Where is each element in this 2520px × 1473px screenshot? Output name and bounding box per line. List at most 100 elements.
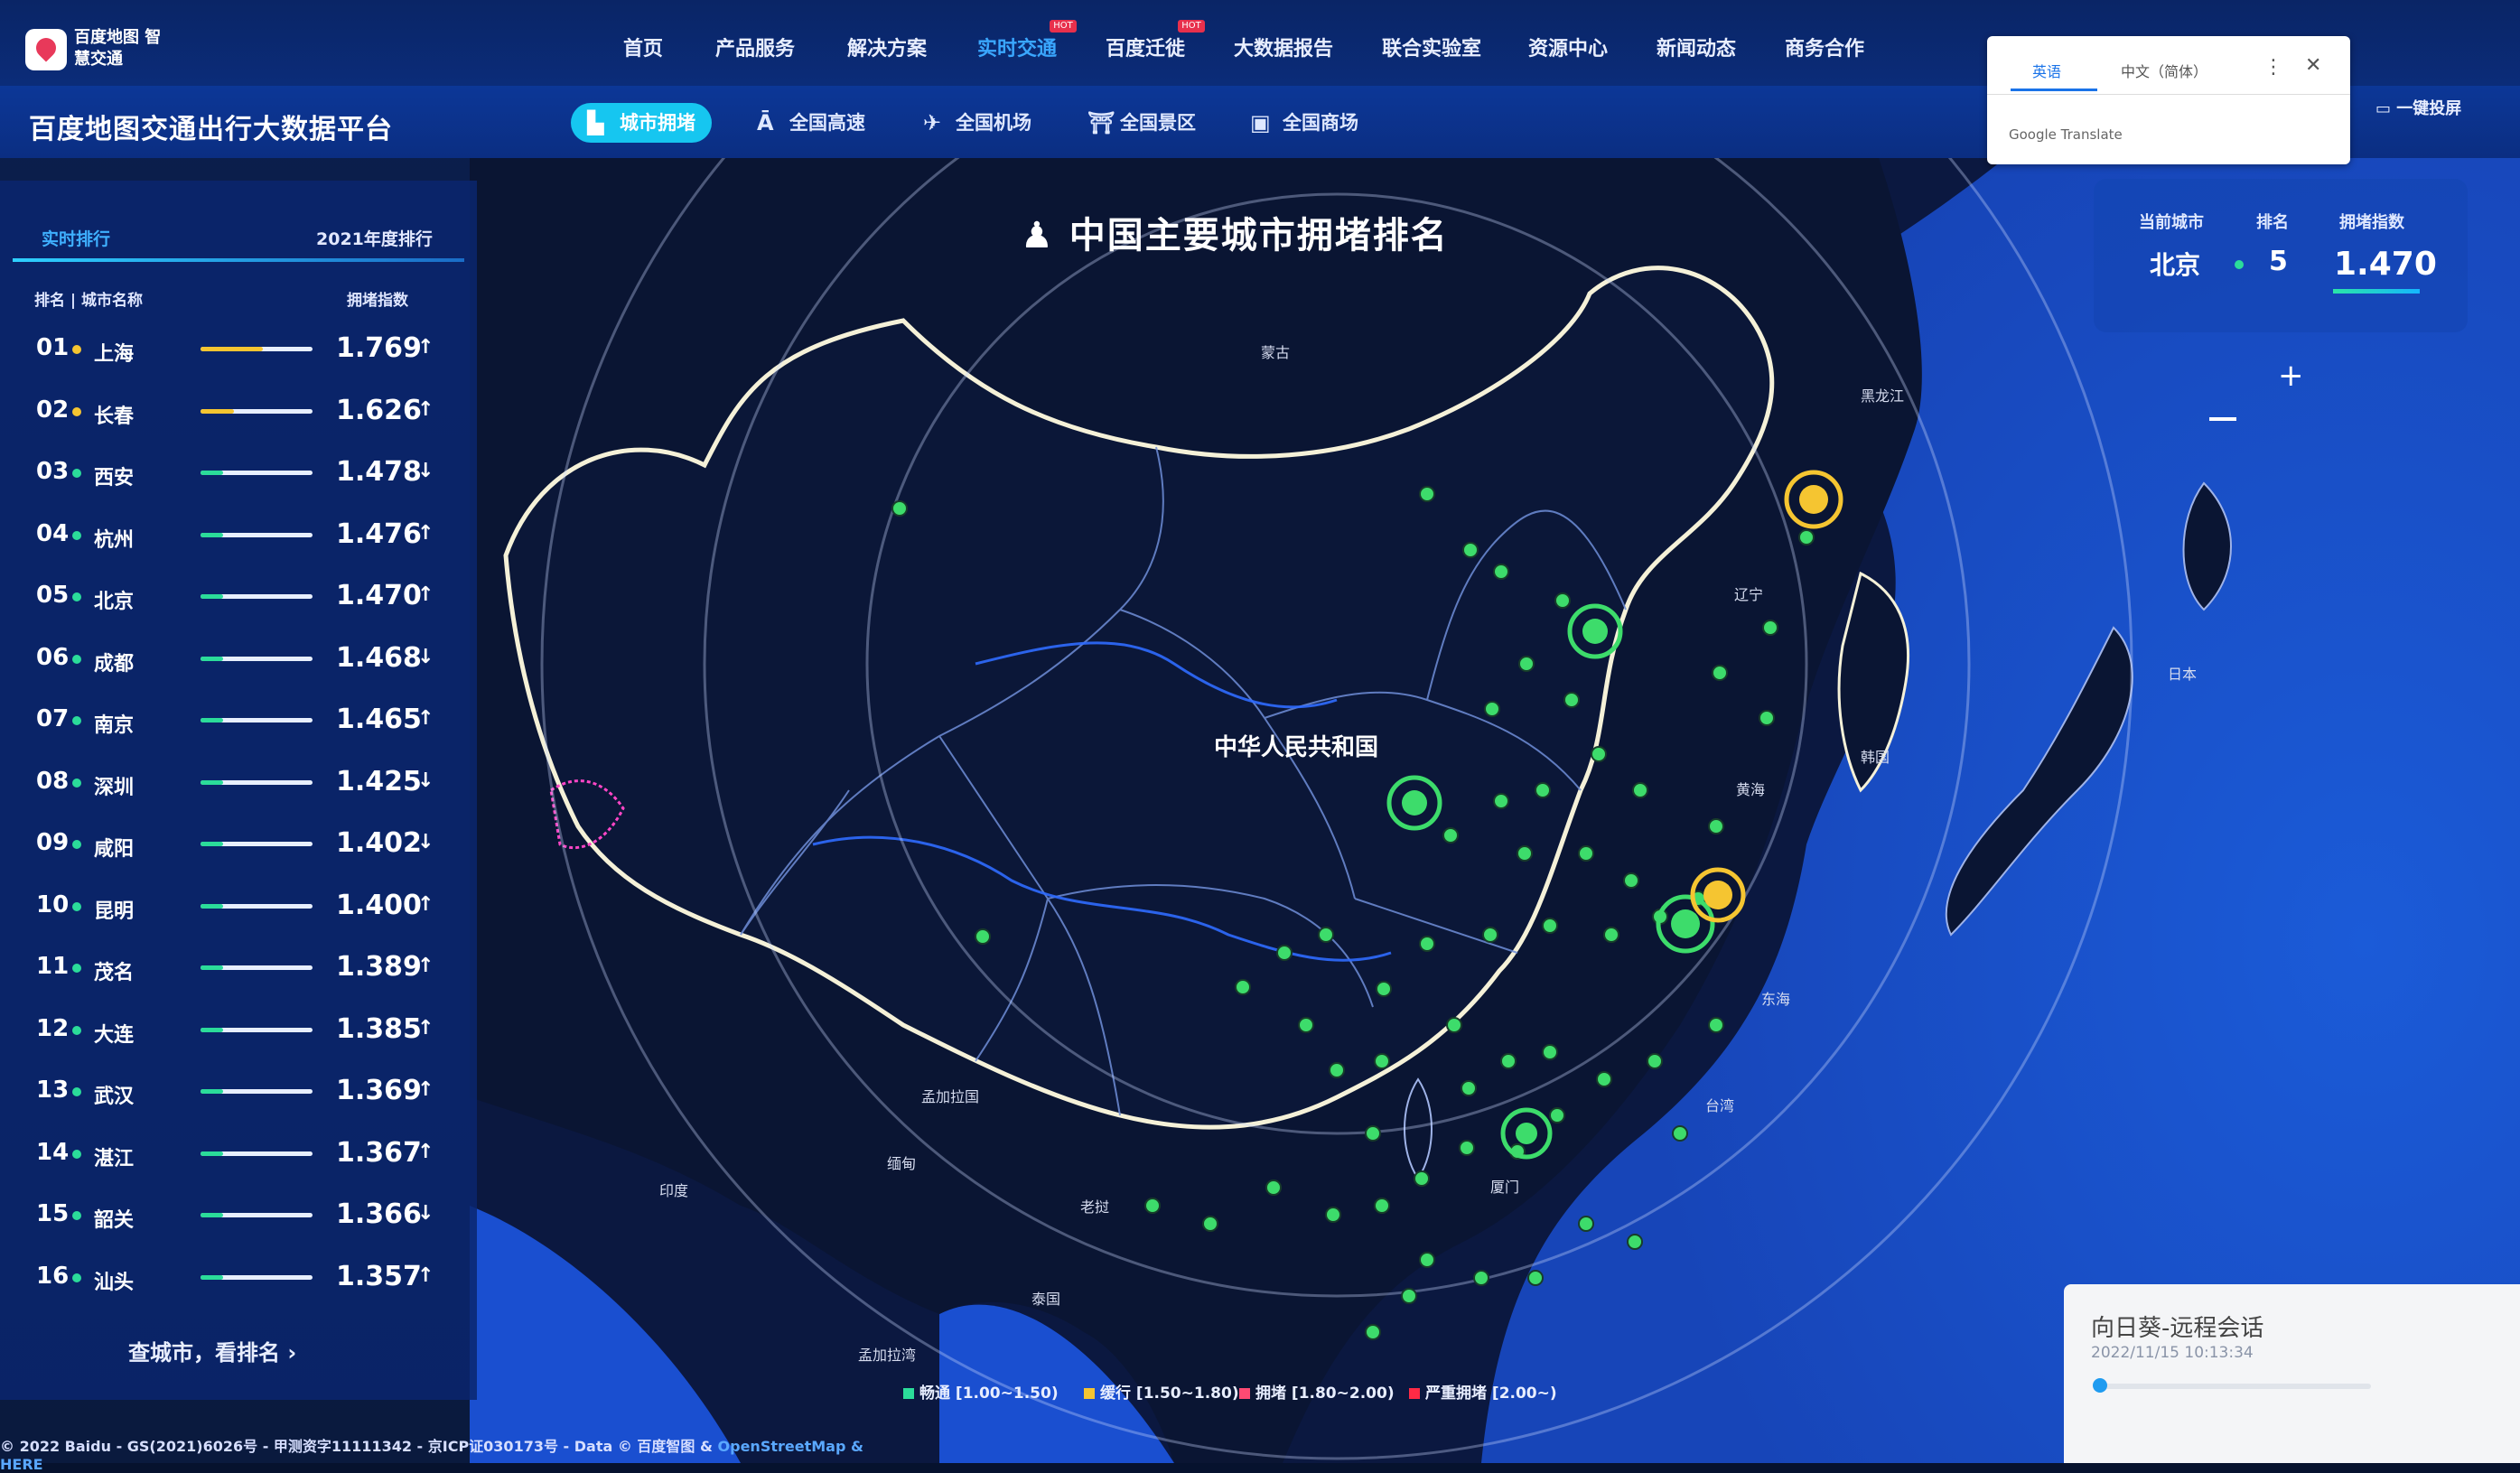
city-dot[interactable] [1482,927,1498,943]
ranking-row[interactable]: 02 长春 1.626 ↑ [0,380,477,442]
city-dot[interactable] [1535,782,1551,798]
translate-tab-chinese[interactable]: 中文（简体） [2121,63,2208,80]
one-click-cast-button[interactable]: ▭ 一键投屏 [2375,96,2461,119]
footer-osm-link[interactable]: OpenStreetMap [717,1438,846,1455]
zoom-in-icon[interactable]: + [2278,358,2304,394]
city-dot[interactable] [1442,827,1459,844]
city-dot[interactable] [1603,927,1619,943]
ranking-row[interactable]: 13 武汉 1.369 ↑ [0,1060,477,1122]
city-dot[interactable] [1265,1179,1282,1196]
city-dot[interactable] [1235,979,1251,995]
ranking-row[interactable]: 12 大连 1.385 ↑ [0,999,477,1060]
city-dot[interactable] [1708,818,1724,834]
city-dot[interactable] [891,500,908,517]
city-dot[interactable] [1542,918,1558,934]
ranking-row[interactable]: 07 南京 1.465 ↑ [0,689,477,750]
close-icon[interactable]: ✕ [2305,54,2322,77]
city-dot[interactable] [1762,620,1778,636]
more-options-icon[interactable]: ⋮ [2263,56,2283,79]
city-dot[interactable] [1493,564,1509,580]
beijing-marker[interactable] [1567,603,1623,659]
city-dot[interactable] [1500,1053,1517,1069]
hangzhou-marker[interactable] [1656,894,1715,954]
nav-resource-center[interactable]: 资源中心 [1528,38,1609,61]
city-dot[interactable] [1202,1216,1218,1232]
nav-solutions[interactable]: 解决方案 [847,38,928,61]
city-dot[interactable] [1647,1053,1663,1069]
city-dot[interactable] [1759,710,1775,726]
city-dot[interactable] [1493,793,1509,809]
ranking-row[interactable]: 10 昆明 1.400 ↑ [0,875,477,937]
nav-business[interactable]: 商务合作 [1785,38,1865,61]
city-dot[interactable] [1591,746,1607,762]
city-dot[interactable] [1542,1044,1558,1060]
nav-home[interactable]: 首页 [623,38,664,61]
tab-yearly-ranking[interactable]: 2021年度排行 [316,229,433,249]
changchun-marker[interactable] [1784,470,1843,529]
ranking-row[interactable]: 09 咸阳 1.402 ↓ [0,813,477,874]
nav-realtime-traffic[interactable]: 实时交通 [977,38,1058,61]
ranking-row[interactable]: 01 上海 1.769 ↑ [0,318,477,379]
zoom-out-icon[interactable] [2209,417,2236,421]
shenzhen-marker[interactable] [1500,1107,1553,1160]
ranking-row[interactable]: 04 杭州 1.476 ↑ [0,504,477,565]
city-dot[interactable] [1419,1252,1435,1268]
city-dot[interactable] [1527,1270,1544,1286]
subtab-city-congestion[interactable]: ▙ 城市拥堵 [571,103,712,143]
city-dot[interactable] [1632,782,1648,798]
city-dot[interactable] [1329,1062,1345,1078]
nav-big-data-report[interactable]: 大数据报告 [1234,38,1334,61]
translate-tab-english[interactable]: 英语 [2032,63,2062,80]
city-dot[interactable] [1325,1207,1341,1223]
city-dot[interactable] [1365,1125,1381,1142]
city-dot[interactable] [1627,1234,1643,1250]
subtab-highways[interactable]: Ā 全国高速 [741,103,882,143]
city-dot[interactable] [1374,1053,1390,1069]
nav-migration[interactable]: 百度迁徙 [1106,38,1186,61]
nav-products[interactable]: 产品服务 [715,38,796,61]
subtab-scenic[interactable]: ⛩ 全国景区 [1071,103,1212,143]
ranking-row[interactable]: 08 深圳 1.425 ↓ [0,751,477,813]
city-dot[interactable] [1461,1080,1477,1096]
city-dot[interactable] [1708,1017,1724,1033]
city-dot[interactable] [1298,1017,1314,1033]
ranking-row[interactable]: 14 湛江 1.367 ↑ [0,1123,477,1184]
nav-news[interactable]: 新闻动态 [1657,38,1737,61]
city-dot[interactable] [1414,1170,1430,1187]
xian-marker[interactable] [1386,775,1442,831]
city-dot[interactable] [1144,1198,1161,1214]
subtab-airports[interactable]: ✈ 全国机场 [907,103,1048,143]
city-dot[interactable] [1401,1288,1417,1304]
city-dot[interactable] [975,928,991,945]
city-dot[interactable] [1578,1216,1594,1232]
city-dot[interactable] [1376,981,1392,997]
city-dot[interactable] [1459,1140,1475,1156]
city-dot[interactable] [1672,1125,1688,1142]
city-dot[interactable] [1596,1071,1612,1087]
subtab-malls[interactable]: ▣ 全国商场 [1234,103,1375,143]
city-dot[interactable] [1563,692,1580,708]
ranking-row[interactable]: 06 成都 1.468 ↓ [0,628,477,689]
city-dot[interactable] [1318,927,1334,943]
city-dot[interactable] [1549,1107,1565,1123]
city-dot[interactable] [1276,945,1293,961]
shanghai-marker[interactable] [1690,867,1746,923]
remote-session-popup[interactable]: 向日葵-远程会话 2022/11/15 10:13:34 [2064,1284,2520,1463]
city-dot[interactable] [1712,665,1728,681]
city-dot[interactable] [1419,936,1435,952]
ranking-row[interactable]: 05 北京 1.470 ↑ [0,565,477,627]
city-dot[interactable] [1578,845,1594,862]
city-dot[interactable] [1462,542,1479,558]
city-dot[interactable] [1473,1270,1489,1286]
ranking-row[interactable]: 15 韶关 1.366 ↓ [0,1184,477,1245]
baidu-map-logo[interactable]: 百度地图 智慧交通 [25,25,161,76]
city-dot[interactable] [1798,529,1815,545]
city-dot[interactable] [1517,845,1533,862]
more-link[interactable]: 查城市，看排名 › [128,1335,296,1366]
city-dot[interactable] [1554,592,1571,609]
city-dot[interactable] [1446,1017,1462,1033]
tab-realtime-ranking[interactable]: 实时排行 [42,229,111,249]
ranking-row[interactable]: 11 茂名 1.389 ↑ [0,937,477,998]
ranking-row[interactable]: 03 西安 1.478 ↓ [0,442,477,503]
city-dot[interactable] [1374,1198,1390,1214]
